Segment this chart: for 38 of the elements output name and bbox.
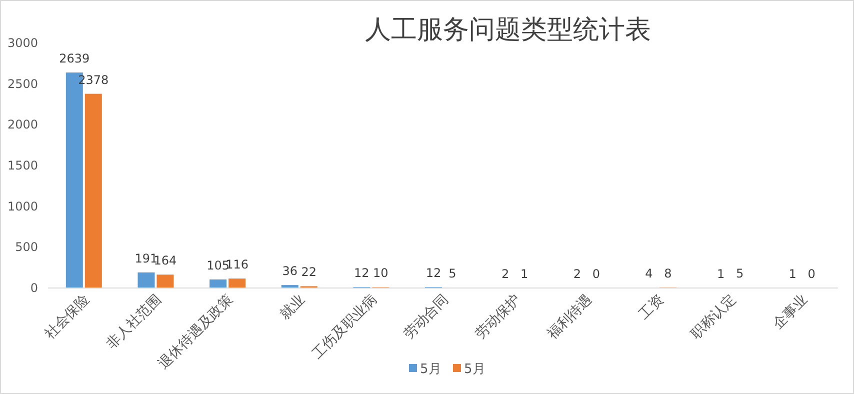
data-label: 36 <box>282 264 298 278</box>
data-label: 2639 <box>59 51 90 66</box>
data-label: 2 <box>573 266 581 281</box>
x-tick-label: 工资 <box>636 292 668 323</box>
y-tick-label: 0 <box>30 281 38 295</box>
data-label: 0 <box>808 267 816 281</box>
y-tick-label: 2000 <box>7 118 38 132</box>
x-tick-label: 职称认定 <box>688 292 740 342</box>
legend-label: 5月 <box>464 362 486 377</box>
data-label: 12 <box>426 266 442 280</box>
data-label: 1 <box>520 266 528 281</box>
x-tick-label: 福利待遇 <box>544 292 596 342</box>
data-label: 8 <box>664 266 672 280</box>
x-tick-label: 劳动合同 <box>400 292 452 342</box>
data-label: 5 <box>736 266 744 281</box>
x-tick-label: 企事业 <box>770 292 811 333</box>
x-tick-label: 社会保险 <box>42 292 93 342</box>
y-tick-label: 1500 <box>7 158 38 172</box>
x-tick-label: 劳动保护 <box>472 292 524 342</box>
y-tick-label: 1000 <box>7 199 38 214</box>
y-tick-label: 3000 <box>7 36 38 50</box>
data-label: 116 <box>226 258 248 272</box>
y-tick-label: 500 <box>15 240 38 254</box>
data-label: 2 <box>502 266 510 281</box>
data-label: 22 <box>301 265 317 280</box>
chart-title: 人工服务问题类型统计表 <box>365 15 651 44</box>
legend-label: 5月 <box>420 362 442 377</box>
data-label: 0 <box>592 267 600 281</box>
data-label: 12 <box>354 266 370 280</box>
x-tick-label: 非人社范围 <box>104 292 165 352</box>
data-label: 4 <box>645 266 653 281</box>
data-label: 1 <box>788 266 796 281</box>
y-tick-label: 2500 <box>7 76 38 91</box>
data-label: 1 <box>716 266 725 281</box>
data-label: 10 <box>373 266 388 280</box>
x-tick-label: 就业 <box>277 292 308 323</box>
x-tick-label: 工伤及职业病 <box>309 292 380 362</box>
data-label: 5 <box>448 266 456 281</box>
